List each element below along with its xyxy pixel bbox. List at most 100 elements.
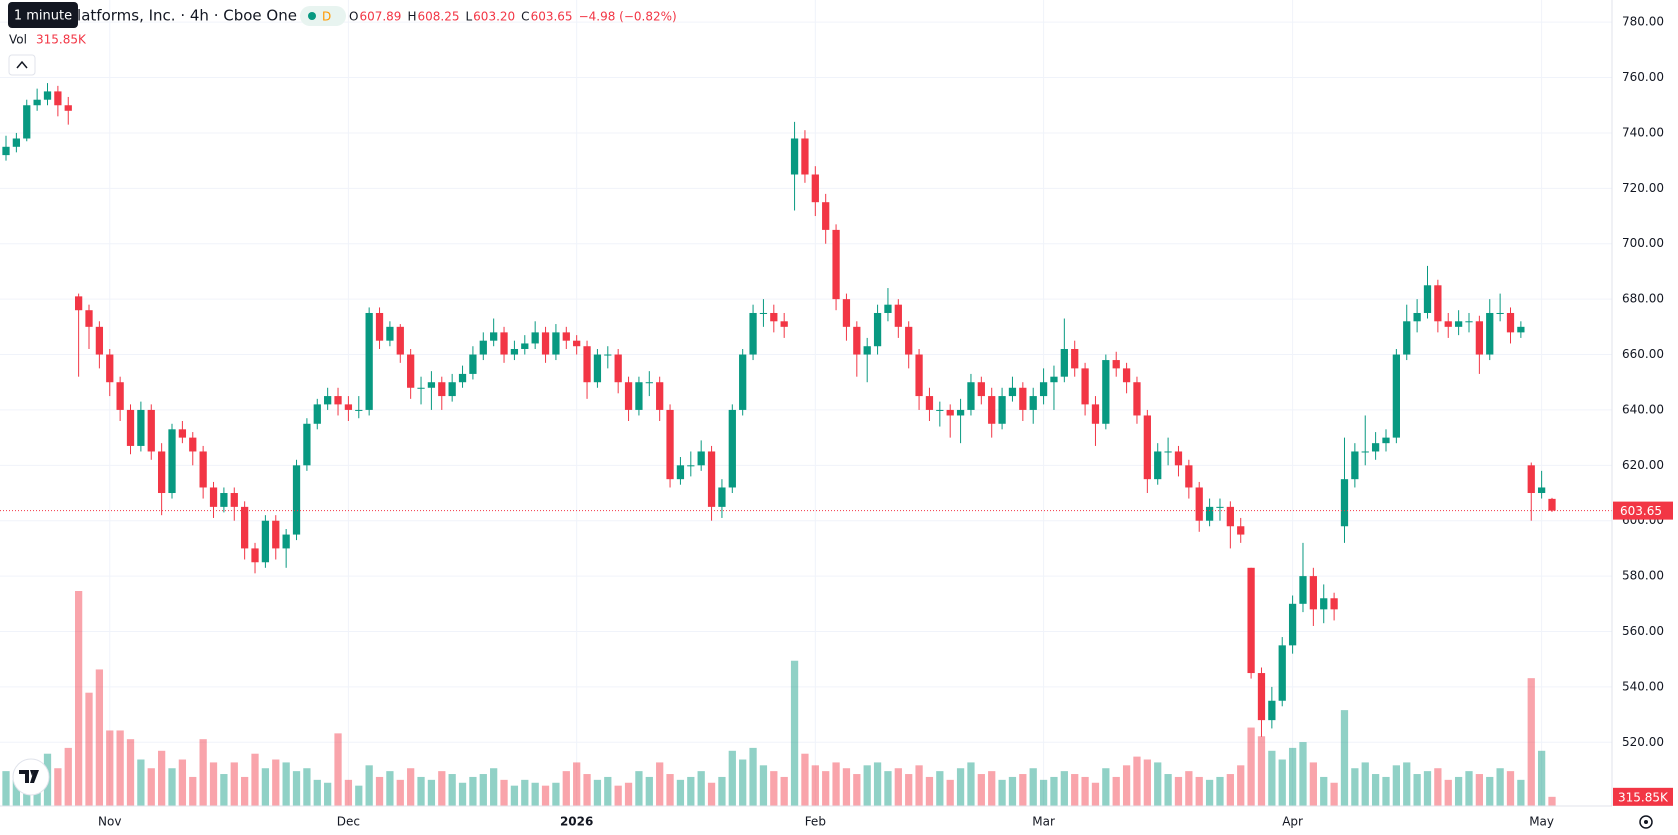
volume-bar	[324, 782, 332, 806]
candle-body	[1320, 598, 1328, 610]
volume-bar	[158, 750, 166, 806]
volume-bar	[1081, 776, 1089, 806]
candle-body	[946, 409, 954, 416]
volume-bar	[811, 765, 819, 806]
plot-area	[0, 0, 1612, 806]
volume-bar	[1154, 762, 1162, 806]
volume-bar	[842, 768, 851, 806]
volume-bar	[168, 768, 176, 806]
y-tick-label: 580.00	[1622, 569, 1664, 583]
candle-body	[635, 382, 643, 410]
candle-body	[1185, 465, 1193, 488]
candle-body	[344, 404, 353, 410]
volume-bar	[2, 771, 10, 806]
volume-bar	[1475, 774, 1484, 806]
candle-body	[1475, 321, 1484, 355]
candle-body	[448, 382, 456, 397]
y-tick-label: 640.00	[1622, 402, 1664, 416]
candle-body	[479, 340, 487, 355]
volume-bar	[95, 669, 104, 806]
candle-body	[1517, 326, 1525, 333]
candle-body	[147, 409, 155, 452]
volume-bar	[1268, 750, 1276, 806]
candle-body	[1434, 285, 1442, 322]
candle-body	[469, 354, 477, 374]
candle-body	[438, 382, 446, 397]
candle-body	[490, 332, 498, 341]
volume-bar	[728, 750, 736, 806]
volume-bar	[1392, 765, 1400, 806]
y-tick-label: 740.00	[1622, 125, 1664, 139]
legend: D O 607.89 H 608.25 L 603.20 C 603.65 −4.98 (−0.…	[8, 6, 677, 76]
status-dot	[308, 12, 316, 20]
x-tick-label: Apr	[1282, 815, 1303, 829]
ohlc-legend: O 607.89 H 608.25 L 603.20 C 603.65 −4.98 (−0.82…	[349, 10, 677, 24]
volume-bar	[1174, 776, 1183, 806]
candle-body	[1506, 312, 1515, 333]
volume-bar	[759, 765, 768, 806]
volume-bar	[1371, 774, 1380, 806]
candle-body	[427, 382, 436, 388]
volume-bar	[12, 779, 21, 806]
candle-body	[645, 382, 653, 384]
volume-bar	[656, 762, 664, 806]
candle-body	[707, 451, 716, 507]
volume-bar	[936, 771, 944, 806]
candle-body	[614, 354, 622, 383]
candle-body	[541, 332, 550, 355]
volume-bar	[562, 771, 570, 806]
candle-body	[1444, 321, 1452, 327]
candle-body	[562, 332, 570, 341]
candle-body	[1537, 487, 1546, 494]
candle-body	[894, 304, 902, 327]
candle-body	[759, 312, 768, 314]
price-axis	[1612, 0, 1678, 835]
volume-bar	[1237, 765, 1245, 806]
volume-bar	[1413, 774, 1421, 806]
volume-bar	[241, 776, 249, 806]
volume-bar	[1216, 776, 1224, 806]
legend-value: 607.89	[359, 10, 401, 24]
volume-bar	[1382, 776, 1390, 806]
candle-body	[292, 465, 301, 535]
volume-bar	[573, 762, 581, 806]
volume-bar	[438, 771, 446, 806]
candle-body	[1060, 348, 1068, 377]
collapse-button[interactable]	[8, 54, 36, 76]
labels: 520.00540.00560.00580.00600.00620.00640.…	[98, 15, 1673, 829]
candle-body	[355, 409, 363, 411]
y-tick-label: 780.00	[1622, 15, 1664, 29]
candle-body	[604, 354, 612, 356]
legend-key: C	[521, 10, 529, 24]
volume-bar	[64, 747, 72, 806]
volume-bar	[251, 753, 259, 806]
volume-bar	[687, 776, 695, 806]
y-tick-label: 660.00	[1622, 347, 1664, 361]
volume-bar	[1434, 768, 1442, 806]
candle-body	[936, 409, 944, 411]
candle-body	[1091, 404, 1100, 424]
legend-key: H	[407, 10, 416, 24]
candle-body	[272, 520, 280, 549]
candle-body	[1205, 506, 1214, 521]
candle-body	[1237, 526, 1245, 535]
volume-bar	[1050, 776, 1058, 806]
volume-bar	[1320, 776, 1328, 806]
chart-title: Meta Platforms, Inc. · 4h · Cboe One	[26, 7, 297, 25]
logo-mark	[19, 770, 39, 783]
candle-body	[458, 373, 467, 383]
settings-icon[interactable]	[1639, 815, 1653, 829]
candle-body	[220, 493, 228, 507]
candle-body	[531, 332, 539, 344]
candle-body	[1486, 312, 1494, 355]
tooltip-text: 1 minute	[14, 9, 72, 24]
candle-body	[251, 548, 259, 563]
candle-body	[1423, 285, 1432, 313]
volume-bar	[645, 776, 653, 806]
candle-body	[375, 312, 384, 341]
tooltip: 1 minute	[8, 2, 78, 28]
candle-body	[313, 404, 321, 424]
candle-body	[967, 382, 975, 410]
candle-body	[790, 138, 799, 175]
